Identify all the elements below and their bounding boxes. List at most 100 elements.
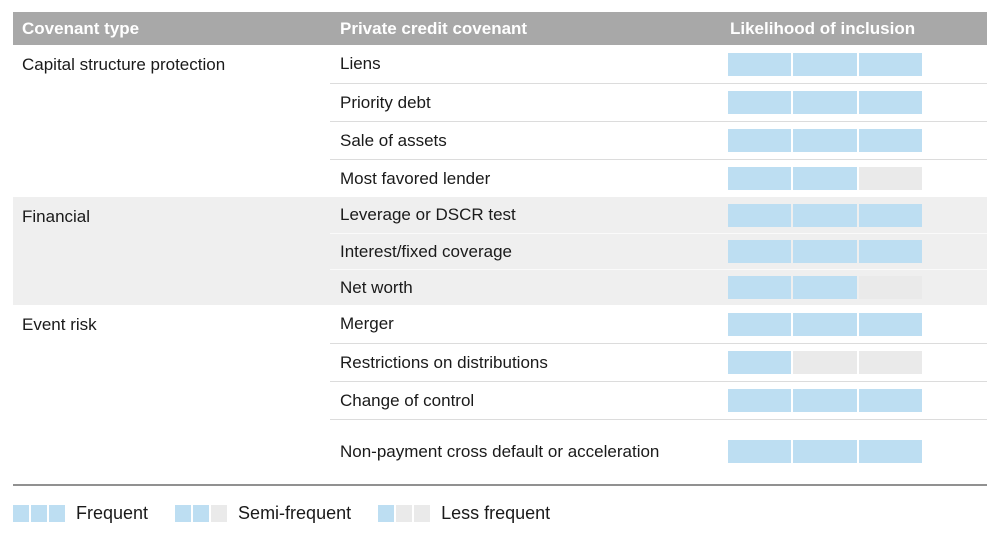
- covenant-type-label: Event risk: [22, 315, 97, 334]
- covenant-label: Change of control: [340, 390, 475, 410]
- table-row: Merger: [330, 305, 987, 343]
- bar-segment-filled: [858, 240, 922, 263]
- legend-swatch-frequent: [13, 505, 65, 522]
- bar-segment-filled: [728, 240, 792, 263]
- bar-segment-filled: [175, 505, 192, 522]
- section-event-risk: Event risk Merger Restrictions on distri…: [13, 305, 987, 483]
- bar-segment-filled: [793, 440, 857, 463]
- covenant-label: Merger: [340, 314, 394, 334]
- table-header-row: Covenant type Private credit covenant Li…: [13, 12, 987, 45]
- likelihood-bar: [728, 91, 922, 114]
- bar-segment-filled: [858, 91, 922, 114]
- legend-swatch-less-frequent: [378, 505, 431, 522]
- covenant-label: Leverage or DSCR test: [340, 205, 516, 225]
- legend-item-frequent: Frequent: [13, 503, 148, 524]
- covenant-type-label: Capital structure protection: [22, 55, 226, 74]
- covenant-type-label: Financial: [22, 207, 91, 226]
- legend-item-less-frequent: Less frequent: [378, 503, 550, 524]
- bar-segment-filled: [858, 440, 922, 463]
- bar-segment-filled: [728, 276, 792, 299]
- covenant-table: Covenant type Private credit covenant Li…: [13, 12, 987, 483]
- table-row: Non-payment cross default or acceleratio…: [330, 419, 987, 483]
- bar-segment-filled: [728, 312, 792, 336]
- bar-segment-filled: [728, 91, 792, 114]
- bar-segment-empty: [793, 351, 857, 374]
- table-row: Sale of assets: [330, 121, 987, 159]
- table-row: Net worth: [330, 269, 987, 305]
- bar-segment-filled: [728, 129, 792, 152]
- bar-segment-filled: [858, 52, 922, 76]
- table-row: Leverage or DSCR test: [330, 197, 987, 233]
- legend-divider-rule: [13, 484, 987, 486]
- covenant-label: Priority debt: [340, 92, 431, 112]
- covenant-label: Liens: [340, 54, 381, 74]
- header-likelihood-of-inclusion: Likelihood of inclusion: [730, 18, 916, 38]
- likelihood-bar: [728, 129, 922, 152]
- bar-segment-filled: [31, 505, 47, 522]
- bar-segment-filled: [378, 505, 395, 522]
- likelihood-bar: [728, 203, 922, 227]
- bar-segment-filled: [793, 389, 857, 412]
- bar-segment-filled: [793, 276, 857, 299]
- bar-segment-filled: [728, 440, 792, 463]
- bar-segment-empty: [858, 276, 922, 299]
- bar-segment-filled: [793, 52, 857, 76]
- bar-segment-filled: [793, 240, 857, 263]
- bar-segment-empty: [211, 505, 228, 522]
- covenant-label: Net worth: [340, 277, 413, 297]
- bar-segment-filled: [193, 505, 210, 522]
- bar-segment-filled: [858, 389, 922, 412]
- likelihood-bar: [728, 351, 922, 374]
- likelihood-bar: [728, 52, 922, 76]
- section-rows: Merger Restrictions on distributions Cha…: [330, 305, 987, 483]
- covenant-label: Restrictions on distributions: [340, 352, 548, 372]
- table-row: Change of control: [330, 381, 987, 419]
- table-row: Restrictions on distributions: [330, 343, 987, 381]
- likelihood-bar: [728, 240, 922, 263]
- section-rows: Leverage or DSCR test Interest/fixed cov…: [330, 197, 987, 305]
- section-rows: Liens Priority debt Sale of assets Most …: [330, 45, 987, 197]
- legend-item-semi-frequent: Semi-frequent: [175, 503, 351, 524]
- bar-segment-empty: [858, 351, 922, 374]
- legend-label: Less frequent: [441, 503, 551, 523]
- header-covenant-type: Covenant type: [22, 18, 140, 38]
- likelihood-bar: [728, 167, 922, 190]
- table-row: Liens: [330, 45, 987, 83]
- bar-segment-filled: [728, 389, 792, 412]
- legend-label: Frequent: [76, 503, 149, 523]
- section-financial: Financial Leverage or DSCR test Interest…: [13, 197, 987, 305]
- bar-segment-filled: [728, 203, 792, 227]
- table-row: Most favored lender: [330, 159, 987, 197]
- bar-segment-filled: [49, 505, 65, 522]
- bar-segment-filled: [858, 203, 922, 227]
- bar-segment-filled: [793, 203, 857, 227]
- bar-segment-filled: [858, 129, 922, 152]
- likelihood-bar: [728, 389, 922, 412]
- legend-swatch-semi-frequent: [175, 505, 228, 522]
- bar-segment-filled: [793, 129, 857, 152]
- likelihood-bar: [728, 440, 922, 463]
- bar-segment-empty: [396, 505, 413, 522]
- table-row: Priority debt: [330, 83, 987, 121]
- bar-segment-filled: [728, 351, 792, 374]
- bar-segment-filled: [858, 312, 922, 336]
- covenant-label: Sale of assets: [340, 130, 447, 150]
- bar-segment-empty: [858, 167, 922, 190]
- likelihood-bar: [728, 312, 922, 336]
- table-row: Interest/fixed coverage: [330, 233, 987, 269]
- bar-segment-empty: [414, 505, 431, 522]
- bar-segment-filled: [728, 167, 792, 190]
- covenant-label: Non-payment cross default or acceleratio…: [340, 441, 660, 461]
- covenant-label: Most favored lender: [340, 168, 491, 188]
- header-private-credit-covenant: Private credit covenant: [340, 18, 528, 38]
- covenant-label: Interest/fixed coverage: [340, 241, 512, 261]
- bar-segment-filled: [793, 312, 857, 336]
- bar-segment-filled: [793, 167, 857, 190]
- legend: Frequent Semi-frequent Less frequent: [13, 503, 577, 524]
- bar-segment-filled: [13, 505, 29, 522]
- bar-segment-filled: [793, 91, 857, 114]
- legend-label: Semi-frequent: [238, 503, 352, 523]
- bar-segment-filled: [728, 52, 792, 76]
- likelihood-bar: [728, 276, 922, 299]
